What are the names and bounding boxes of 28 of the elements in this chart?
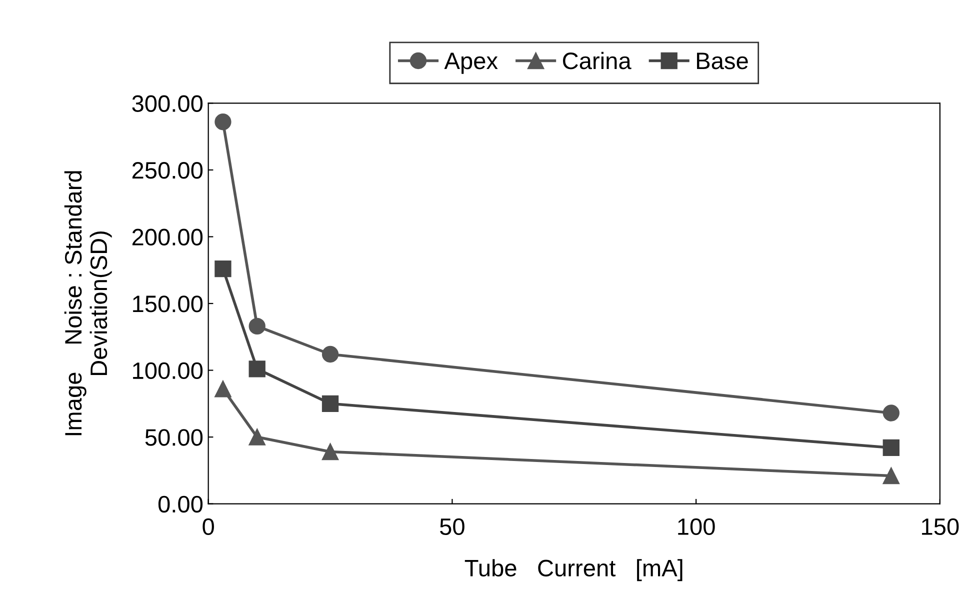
y-tick-label: 250.00 bbox=[132, 162, 203, 179]
y-tick-label: 200.00 bbox=[132, 228, 203, 246]
y-tick-label: 0.00 bbox=[158, 496, 203, 513]
point bbox=[322, 443, 339, 460]
y-tick-label: 100.00 bbox=[133, 362, 203, 380]
point bbox=[882, 467, 900, 484]
x-tick-label: 150 bbox=[922, 518, 959, 536]
y-axis-title: Image Noise : Standard Deviation(SD) bbox=[64, 171, 112, 436]
legend-label: Base bbox=[697, 52, 748, 70]
point bbox=[882, 439, 900, 456]
point bbox=[214, 380, 232, 398]
point bbox=[248, 360, 266, 378]
point bbox=[322, 395, 339, 412]
x-axis-title: Tube Current [mA] bbox=[464, 559, 682, 582]
point bbox=[322, 346, 339, 363]
x-tick-label: 50 bbox=[440, 518, 464, 536]
point bbox=[882, 404, 900, 422]
y-tick-label: 150.00 bbox=[133, 296, 203, 312]
point bbox=[248, 428, 266, 446]
point bbox=[214, 114, 232, 130]
point bbox=[248, 318, 266, 335]
x-tick-label: 100 bbox=[678, 518, 715, 536]
legend-label: Apex bbox=[444, 52, 498, 74]
y-tick-label: 300.00 bbox=[132, 95, 203, 112]
point bbox=[214, 260, 232, 278]
x-tick-label: 0 bbox=[202, 518, 214, 536]
legend-label: Carina bbox=[562, 52, 632, 70]
y-tick-label: 50.00 bbox=[145, 429, 203, 446]
